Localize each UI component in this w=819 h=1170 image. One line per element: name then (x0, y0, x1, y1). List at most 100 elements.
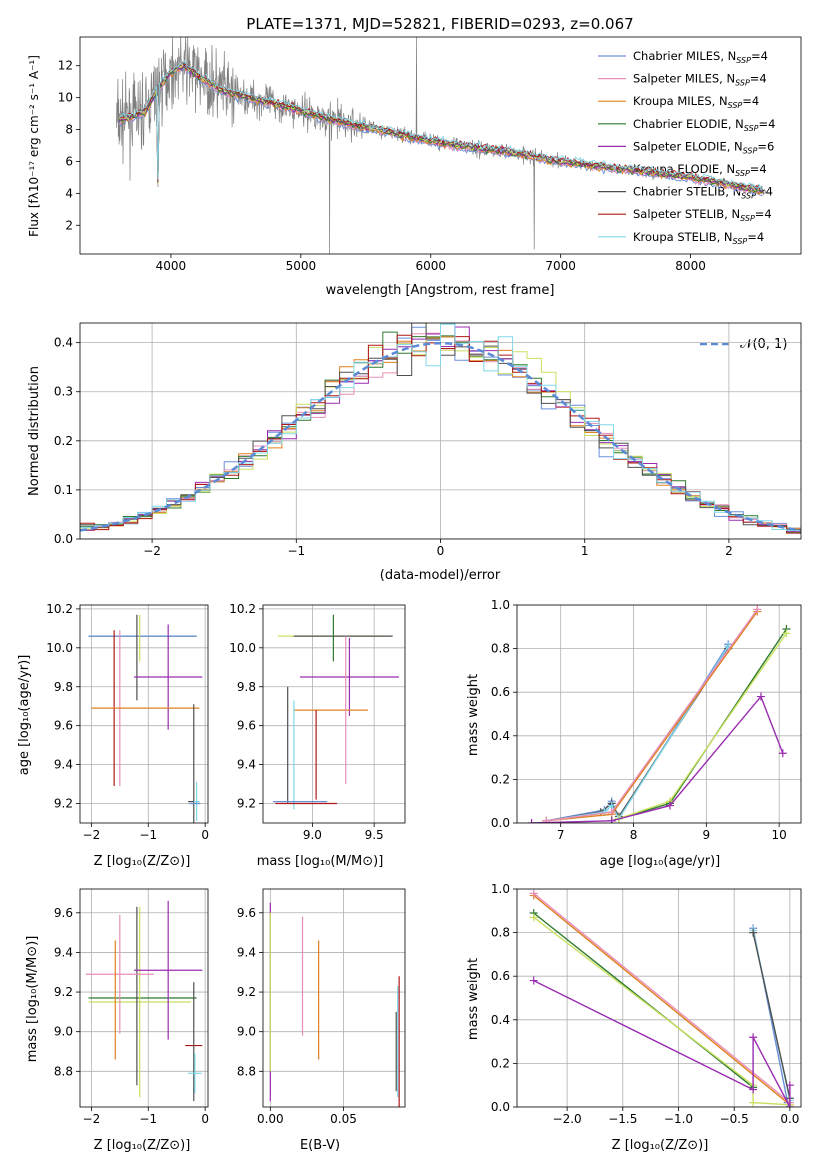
p4-point-marker (607, 816, 616, 823)
legend-label-suffix: =4 (755, 207, 772, 221)
p5-ytick-label: 8.8 (54, 1064, 73, 1078)
p7-plot-area (517, 889, 801, 1107)
legend-label-sub: SSP (736, 56, 751, 65)
mass-vs-extinction-panel: E(B-V) 0.00 0.05 8.8 9.0 9.2 9.4 9.6 (237, 888, 406, 1153)
p6-ytick-label: 9.0 (237, 1025, 256, 1039)
legend-label-suffix: =4 (747, 230, 764, 244)
normal-distribution-curve (80, 341, 801, 532)
p7-point-marker (749, 1098, 758, 1107)
p7-ylabel: mass weight (466, 958, 481, 1040)
p6-series (263, 889, 405, 1107)
p7-point-marker (529, 913, 538, 922)
p2-axes: −2 −1 0 9.2 9.4 9.6 9.8 10.0 10.2 (46, 602, 209, 842)
p7-xlabel: Z [log₁₀(Z/Z⊙)] (612, 1138, 709, 1153)
hist-series (80, 323, 801, 539)
spectrum-ytick-label: 4 (65, 186, 73, 200)
p7-ytick-label: 0.2 (491, 1056, 510, 1070)
p2-frame (79, 604, 209, 824)
p4-axes: 7 8 9 10 0.0 0.2 0.4 0.6 0.8 1.0 (491, 598, 802, 842)
p7-point-marker (529, 889, 538, 898)
p4-series-line (546, 608, 758, 822)
model-spectrum-line (118, 62, 764, 192)
legend-label: Salpeter ELODIE, NSSP=6 (633, 139, 774, 155)
p7-ytick-label: 0.8 (491, 926, 510, 940)
hist-frame (79, 322, 802, 540)
legend-label: Chabrier MILES, NSSP=4 (633, 49, 768, 65)
p6-frame (262, 888, 406, 1108)
model-spectrum-line (118, 68, 763, 197)
p7-xtick-label: −2.0 (553, 1112, 582, 1126)
p5-ytick-label: 9.2 (54, 985, 73, 999)
mass-vs-metallicity-panel: Z [log₁₀(Z/Z⊙)] mass [log₁₀(M/M⊙)] −2 −1 0… (25, 888, 209, 1153)
hist-ytick-label: 0.4 (54, 336, 73, 350)
p4-point-marker (778, 749, 787, 758)
p2-xtick-label: −1 (139, 828, 157, 842)
p4-ylabel: mass weight (466, 674, 481, 756)
p5-plot-area (80, 889, 208, 1107)
legend-label-main: Salpeter MILES, N (633, 72, 735, 86)
p4-point-marker (527, 819, 536, 823)
spectrum-ytick-label: 6 (65, 154, 73, 168)
legend-label-sub: SSP (728, 101, 743, 110)
p4-xlabel: age [log₁₀(age/yr)] (600, 854, 721, 869)
spectrum-xtick-label: 7000 (545, 259, 576, 273)
p7-series-line (533, 912, 754, 1088)
p5-ytick-label: 9.0 (54, 1025, 73, 1039)
legend-label-sub: SSP (733, 237, 748, 246)
legend-label-sub: SSP (735, 79, 750, 88)
legend-label-main: Salpeter ELODIE, N (633, 139, 743, 153)
spectrum-xtick-label: 6000 (415, 259, 446, 273)
p5-ytick-label: 9.4 (54, 945, 73, 959)
mass-weight-vs-age-panel: age [log₁₀(age/yr)] mass weight 7 8 9 10 0.0… (466, 598, 802, 869)
legend-label-sub: SSP (741, 192, 756, 201)
legend-label-sub: SSP (735, 169, 750, 178)
residual-histogram-step (80, 323, 801, 531)
p7-point-marker (749, 1033, 758, 1042)
p7-series-line (533, 894, 791, 1106)
spectrum-xlabel: wavelength [Angstrom, rest frame] (326, 283, 555, 298)
p3-xlabel: mass [log₁₀(M/M⊙)] (257, 854, 384, 869)
p4-series-line (545, 646, 729, 822)
spectrum-ytick-label: 12 (58, 59, 73, 73)
hist-xtick-label: −2 (143, 544, 161, 558)
spectrum-frame (79, 36, 802, 255)
legend-label-sub: SSP (740, 214, 755, 223)
p2-ytick-label: 9.2 (54, 797, 73, 811)
legend-label-main: Chabrier MILES, N (633, 49, 736, 63)
hist-xtick-label: 1 (581, 544, 589, 558)
p2-xtick-label: 0 (201, 828, 209, 842)
p4-plot-area (517, 605, 801, 823)
p4-series-line (545, 648, 729, 822)
p4-xtick-label: 7 (557, 828, 565, 842)
p7-point-marker (529, 976, 538, 985)
p7-series-line (533, 892, 791, 1104)
p2-ylabel: age [log₁₀(age/yr)] (17, 655, 32, 776)
p5-xtick-label: −1 (139, 1112, 157, 1126)
p4-series-line (546, 611, 758, 822)
p4-series-line (618, 632, 787, 820)
p6-xtick-label: 0.05 (330, 1112, 357, 1126)
legend-label-suffix: =4 (750, 162, 767, 176)
p2-ytick-label: 9.8 (54, 680, 73, 694)
spectrum-xtick-label: 8000 (675, 259, 706, 273)
p4-series-line (531, 695, 784, 823)
p5-frame (79, 888, 209, 1108)
residual-histogram-panel: (data-model)/error Normed distribution 𝒩… (27, 322, 802, 583)
p7-point-marker (785, 1081, 794, 1090)
p3-xtick-label: 9.0 (303, 828, 322, 842)
p7-point-marker (749, 1085, 758, 1094)
legend-label-suffix: =6 (757, 139, 774, 153)
hist-xtick-label: 2 (725, 544, 733, 558)
p5-xlabel: Z [log₁₀(Z/Z⊙)] (94, 1138, 191, 1153)
p4-ytick-label: 0.0 (491, 816, 510, 830)
age-vs-mass-panel: mass [log₁₀(M/M⊙)] 9.0 9.5 9.2 9.4 9.6 9.8 10.… (229, 602, 406, 869)
p4-series (517, 605, 801, 823)
spectrum-title: PLATE=1371, MJD=52821, FIBERID=0293, z=0… (246, 15, 633, 33)
p5-ytick-label: 9.6 (54, 906, 73, 920)
p6-ytick-label: 9.6 (237, 906, 256, 920)
p2-ytick-label: 10.2 (46, 602, 73, 616)
p6-axes: 0.00 0.05 8.8 9.0 9.2 9.4 9.6 (237, 888, 406, 1126)
p3-ytick-label: 9.4 (237, 758, 256, 772)
legend-label-suffix: =4 (759, 117, 776, 131)
